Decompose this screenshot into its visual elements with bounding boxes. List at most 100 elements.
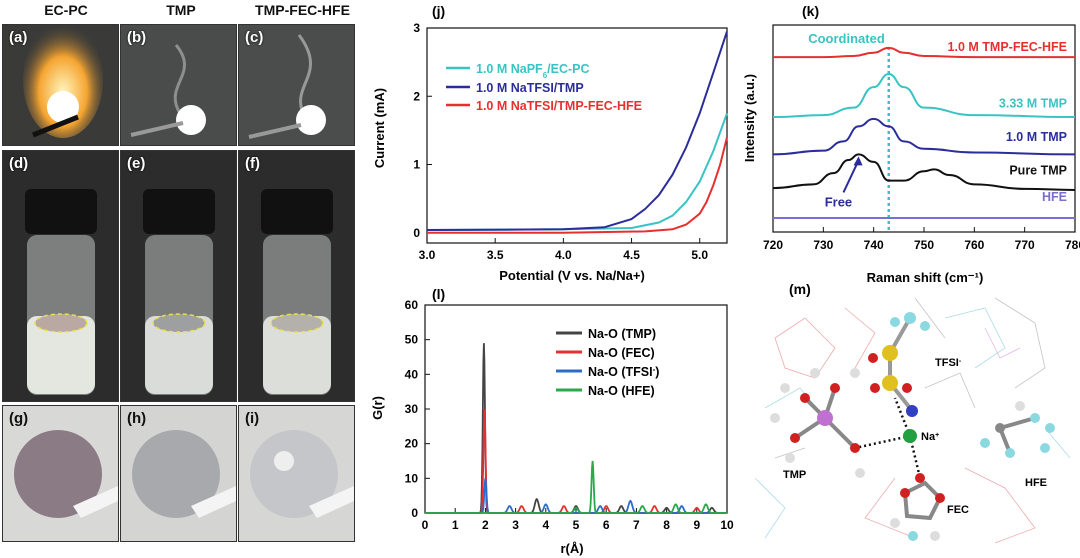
legend-label-1: 1.0 M NaTFSI/TMP xyxy=(476,81,584,95)
y-axis-label: Current (mA) xyxy=(372,88,387,168)
photo-i: (i) xyxy=(238,405,355,542)
photo-e: (e) xyxy=(120,150,237,402)
sodium-ion xyxy=(903,429,917,443)
y-tick-label: 60 xyxy=(405,298,419,312)
y-tick-label: 50 xyxy=(405,333,419,347)
disk-illustration xyxy=(14,430,118,518)
panel-label-j: (j) xyxy=(432,3,445,19)
legend-label-2: Na-O (TFSI-) xyxy=(588,365,659,380)
x-tick-label: 4 xyxy=(542,518,549,532)
x-tick-label: 780 xyxy=(1065,238,1080,252)
x-tick-label: 2 xyxy=(482,518,489,532)
series-label-4: HFE xyxy=(1042,190,1067,204)
y-tick-label: 1 xyxy=(413,158,420,172)
x-tick-label: 770 xyxy=(1015,238,1035,252)
photo-h: (h) xyxy=(120,405,237,542)
col-title-tmpfechfe: TMP-FEC-HFE xyxy=(255,2,350,18)
legend: Na-O (TMP) Na-O (FEC) Na-O (TFSI-) Na-O … xyxy=(556,327,659,398)
photo-c: (c) xyxy=(238,24,355,146)
label-d: (d) xyxy=(9,155,29,172)
annotation-coordinated: Coordinated xyxy=(808,31,885,46)
annotation-free: Free xyxy=(825,194,852,209)
label-h: (h) xyxy=(127,410,147,427)
panel-label-k: (k) xyxy=(802,3,819,19)
series-line-2 xyxy=(427,136,728,234)
tfsi-molecule xyxy=(868,312,930,417)
smoke-illustration xyxy=(248,34,326,139)
y-tick-label: 0 xyxy=(413,226,420,240)
x-tick-label: 7 xyxy=(633,518,640,532)
x-tick-label: 3 xyxy=(512,518,519,532)
col-title-ecpc: EC-PC xyxy=(44,2,88,18)
x-tick-label: 3.5 xyxy=(487,248,504,262)
series-line-2 xyxy=(772,117,1076,156)
plot-frame xyxy=(426,27,728,244)
x-tick-label: 730 xyxy=(813,238,833,252)
label-f: (f) xyxy=(245,155,260,172)
x-axis-label: Raman shift (cm⁻¹) xyxy=(867,270,984,285)
x-axis-label: Potential (V vs. Na/Na+) xyxy=(499,268,645,283)
panel-label-m: (m) xyxy=(789,281,811,297)
y-tick-label: 30 xyxy=(405,402,419,416)
x-tick-label: 5 xyxy=(573,518,580,532)
panel-label-l: (l) xyxy=(432,286,445,302)
label-hfe: HFE xyxy=(1025,477,1047,489)
legend-label-3: Na-O (HFE) xyxy=(588,384,655,398)
series-line-0 xyxy=(425,343,727,514)
y-tick-label: 2 xyxy=(413,89,420,103)
legend-label-1: Na-O (FEC) xyxy=(588,346,655,360)
photo-g: (g) xyxy=(2,405,119,542)
legend-label-2: 1.0 M NaTFSI/TMP-FEC-HFE xyxy=(476,99,642,113)
label-i: (i) xyxy=(245,410,260,427)
x-tick-label: 9 xyxy=(693,518,700,532)
molecule-snapshot: (m) TFSI- Na+ xyxy=(754,281,1071,544)
series-line-3 xyxy=(425,460,727,514)
series-line-1 xyxy=(772,73,1076,119)
photo-f: (f) xyxy=(238,150,355,402)
flame-illustration xyxy=(23,25,103,138)
x-tick-label: 8 xyxy=(663,518,670,532)
label-fec: FEC xyxy=(947,504,969,516)
series-label-0: 1.0 M TMP-FEC-HFE xyxy=(948,40,1067,54)
legend-label-0: Na-O (TMP) xyxy=(588,327,656,341)
y-axis-label: Intensity (a.u.) xyxy=(742,74,757,162)
label-na: Na+ xyxy=(921,431,939,443)
x-tick-label: 0 xyxy=(422,518,429,532)
legend-label-0: 1.0 M NaPF6/EC-PC xyxy=(476,62,590,80)
label-tfsi: TFSI- xyxy=(935,357,962,369)
x-tick-label: 4.0 xyxy=(555,248,572,262)
label-c: (c) xyxy=(245,29,264,46)
series-line-0 xyxy=(426,112,728,231)
fec-molecule xyxy=(890,473,945,541)
chart-j: (j) 3.0 3.5 4.0 4.5 5.0 0 1 2 3 Potential (V vs.… xyxy=(372,3,728,283)
photo-d: (d) xyxy=(2,150,119,402)
x-tick-label: 4.5 xyxy=(623,248,640,262)
x-tick-label: 720 xyxy=(763,238,783,252)
x-tick-label: 5.0 xyxy=(691,248,708,262)
x-tick-label: 760 xyxy=(964,238,984,252)
x-tick-label: 3.0 xyxy=(419,248,436,262)
series-line-0 xyxy=(772,46,1075,59)
series-label-2: 1.0 M TMP xyxy=(1006,130,1067,144)
y-tick-label: 40 xyxy=(405,367,419,381)
series-line-1 xyxy=(425,409,727,514)
x-axis-label: r(Å) xyxy=(560,541,583,556)
x-tick-label: 6 xyxy=(603,518,610,532)
x-tick-label: 740 xyxy=(864,238,884,252)
label-g: (g) xyxy=(9,410,29,427)
series-label-1: 3.33 M TMP xyxy=(999,96,1067,110)
photo-b: (b) xyxy=(120,24,237,146)
series-line-1 xyxy=(426,31,728,231)
x-tick-label: 10 xyxy=(720,518,734,532)
col-title-tmp: TMP xyxy=(166,2,196,18)
y-axis-label: G(r) xyxy=(370,396,385,420)
vial-illustration xyxy=(261,189,333,395)
label-a: (a) xyxy=(9,29,28,46)
y-tick-label: 0 xyxy=(411,506,418,520)
legend: 1.0 M NaPF6/EC-PC 1.0 M NaTFSI/TMP 1.0 M… xyxy=(446,62,642,113)
vial-illustration xyxy=(143,189,215,395)
x-tick-label: 750 xyxy=(914,238,934,252)
free-arrow xyxy=(842,159,860,193)
label-tmp: TMP xyxy=(783,469,806,481)
